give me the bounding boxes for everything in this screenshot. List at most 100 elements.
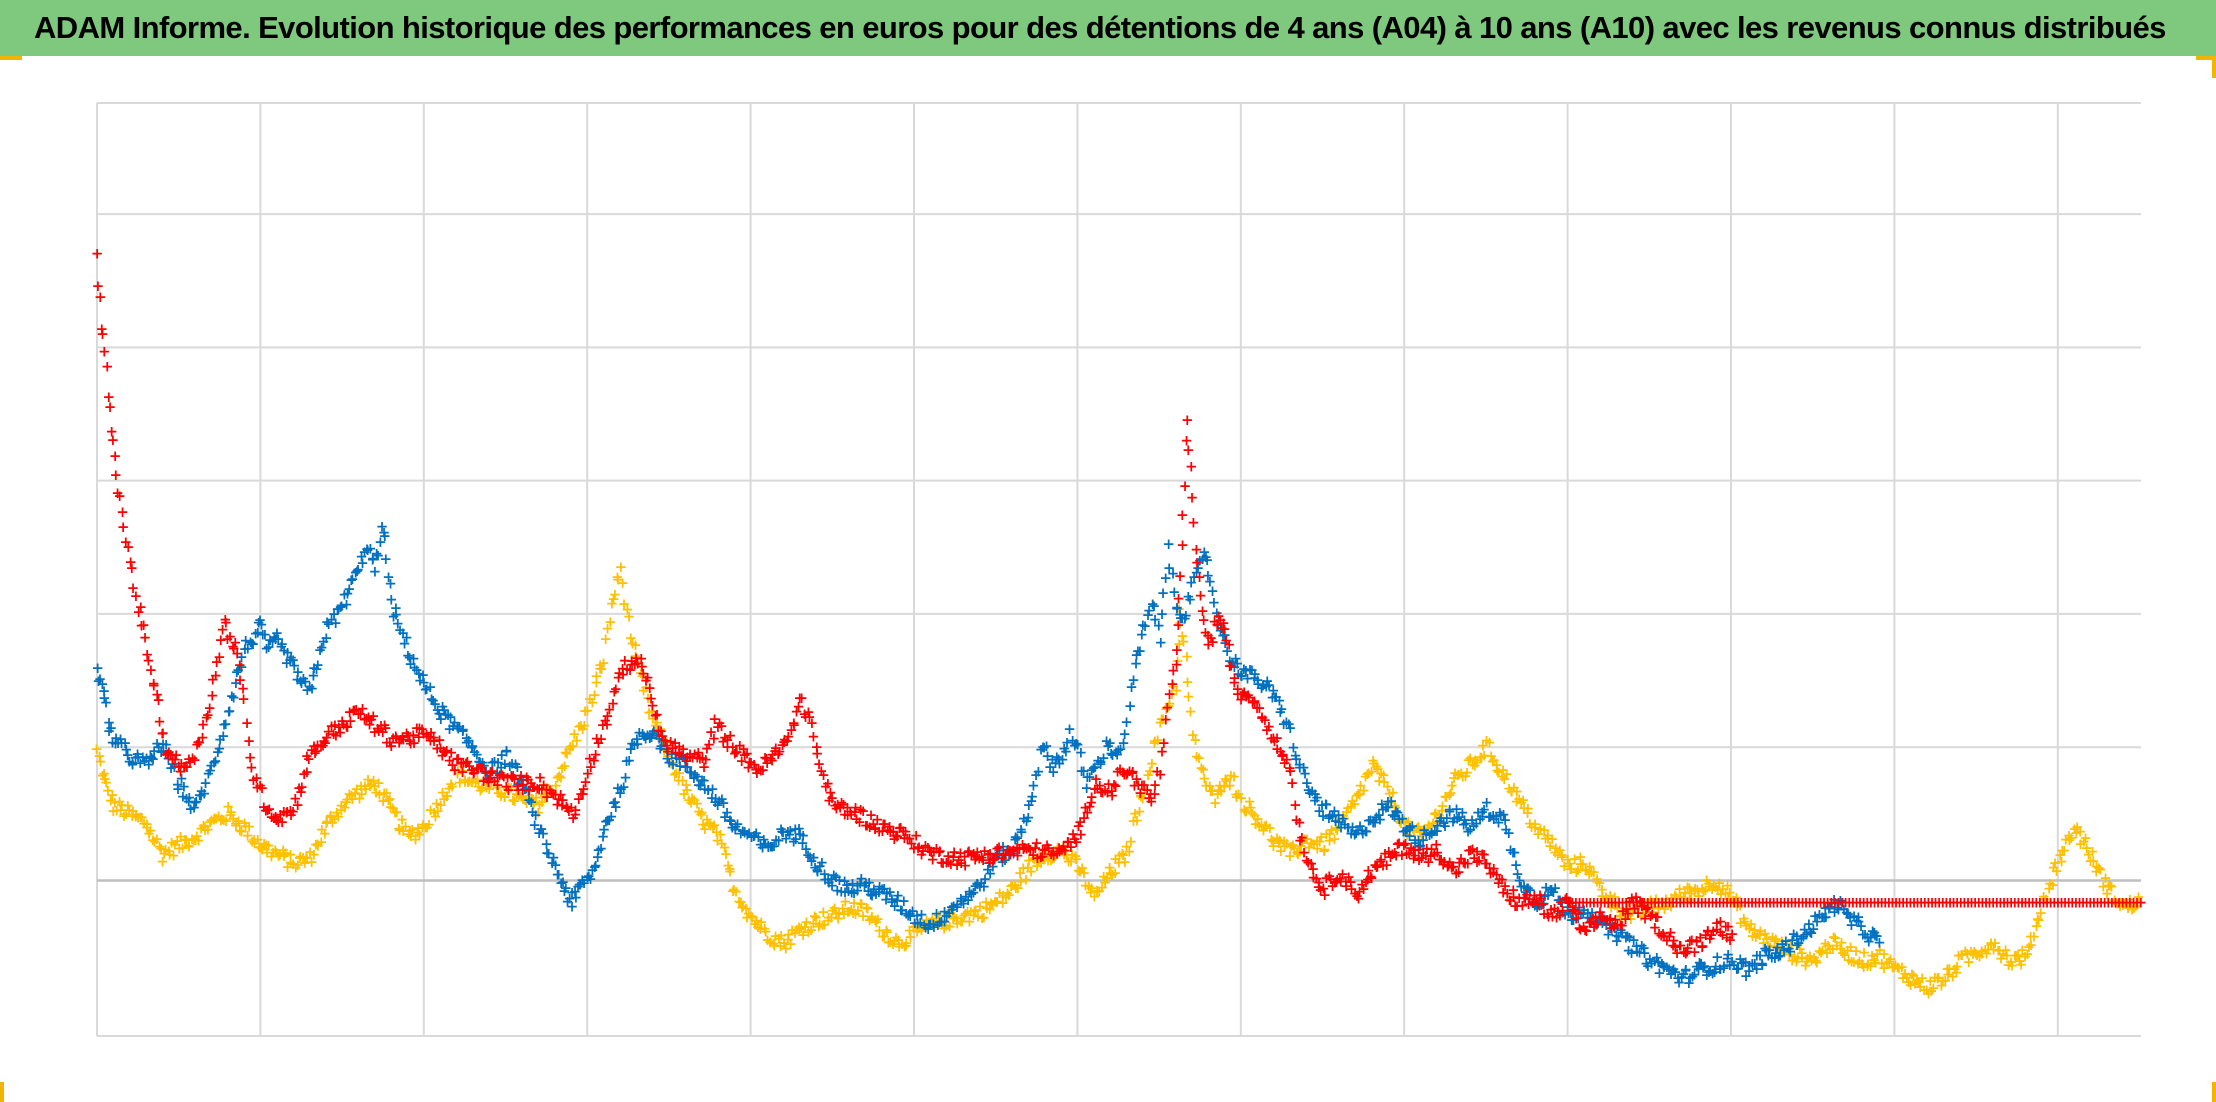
data-point: + <box>887 935 900 953</box>
data-point: + <box>1726 925 1739 943</box>
data-point: + <box>1015 872 1028 890</box>
data-point: + <box>278 847 291 865</box>
data-point: + <box>428 804 441 822</box>
data-point: + <box>232 812 245 830</box>
data-point: + <box>141 815 154 833</box>
data-point: + <box>1124 697 1137 715</box>
data-point: + <box>340 793 353 811</box>
data-point: + <box>1189 731 1202 749</box>
data-point: + <box>566 737 579 755</box>
corner-mark-bottom-left <box>0 1082 4 1102</box>
data-point: + <box>109 793 122 811</box>
data-point: + <box>740 900 753 918</box>
data-point: + <box>239 817 252 835</box>
data-point: + <box>316 821 329 839</box>
data-point: + <box>443 780 456 798</box>
data-point: + <box>373 785 386 803</box>
data-point: + <box>379 527 392 545</box>
data-point: + <box>830 904 843 922</box>
data-point: + <box>623 608 636 626</box>
data-point: + <box>90 740 103 758</box>
data-point: + <box>860 898 873 916</box>
data-point: + <box>662 743 675 761</box>
data-point: + <box>279 844 292 862</box>
data-point: + <box>561 745 574 763</box>
data-point: + <box>341 790 354 808</box>
data-point: + <box>174 827 187 845</box>
data-point: + <box>485 774 498 792</box>
data-point: + <box>542 780 555 798</box>
data-point: + <box>861 899 874 917</box>
data-point: + <box>838 905 851 923</box>
data-point: + <box>132 808 145 826</box>
data-point: + <box>898 937 911 955</box>
data-point: + <box>163 846 176 864</box>
data-point: + <box>510 785 523 803</box>
data-point: + <box>208 810 221 828</box>
data-point: + <box>654 720 667 738</box>
data-point: + <box>710 823 723 841</box>
data-point: + <box>913 917 926 935</box>
data-point: + <box>1156 605 1169 623</box>
data-point: + <box>1185 458 1198 476</box>
data-point: + <box>332 808 345 826</box>
data-point: + <box>782 926 795 944</box>
data-point: + <box>483 780 496 798</box>
data-point: + <box>143 825 156 843</box>
data-point: + <box>631 653 644 671</box>
data-point: + <box>609 585 622 603</box>
data-point: + <box>328 810 341 828</box>
data-point: + <box>474 781 487 799</box>
data-point: + <box>981 899 994 917</box>
data-point: + <box>625 629 638 647</box>
data-point: + <box>869 911 882 929</box>
data-point: + <box>365 775 378 793</box>
data-point: + <box>267 843 280 861</box>
data-point: + <box>1009 877 1022 895</box>
data-point: + <box>298 854 311 872</box>
data-point: + <box>536 793 549 811</box>
data-point: + <box>1223 635 1236 653</box>
data-point: + <box>1171 641 1184 659</box>
data-point: + <box>315 833 328 851</box>
data-point: + <box>377 792 390 810</box>
data-point: + <box>1001 884 1014 902</box>
data-point: + <box>98 764 111 782</box>
data-point: + <box>498 788 511 806</box>
data-point: + <box>182 838 195 856</box>
data-point: + <box>476 779 489 797</box>
data-point: + <box>629 636 642 654</box>
data-point: + <box>1187 514 1200 532</box>
data-point: + <box>802 923 815 941</box>
data-point: + <box>893 938 906 956</box>
data-point: + <box>102 781 115 799</box>
data-point: + <box>104 792 117 810</box>
data-point: + <box>758 919 771 937</box>
data-point: + <box>672 771 685 789</box>
data-point: + <box>967 906 980 924</box>
data-point: + <box>571 731 584 749</box>
data-point: + <box>847 904 860 922</box>
data-point: + <box>1172 616 1185 634</box>
data-point: + <box>872 910 885 928</box>
data-point: + <box>907 918 920 936</box>
data-point: + <box>911 922 924 940</box>
data-point: + <box>595 660 608 678</box>
data-point: + <box>786 921 799 939</box>
data-point: + <box>206 686 219 704</box>
data-point: + <box>793 920 806 938</box>
grid <box>96 102 2141 1037</box>
data-point: + <box>965 902 978 920</box>
data-point: + <box>546 783 559 801</box>
data-point: + <box>974 898 987 916</box>
data-point: + <box>104 398 117 416</box>
data-point: + <box>923 916 936 934</box>
data-point: + <box>188 831 201 849</box>
data-point: + <box>384 790 397 808</box>
data-point: + <box>978 908 991 926</box>
data-point: + <box>681 781 694 799</box>
data-point: + <box>350 780 363 798</box>
data-point: + <box>179 830 192 848</box>
data-point: + <box>839 893 852 911</box>
